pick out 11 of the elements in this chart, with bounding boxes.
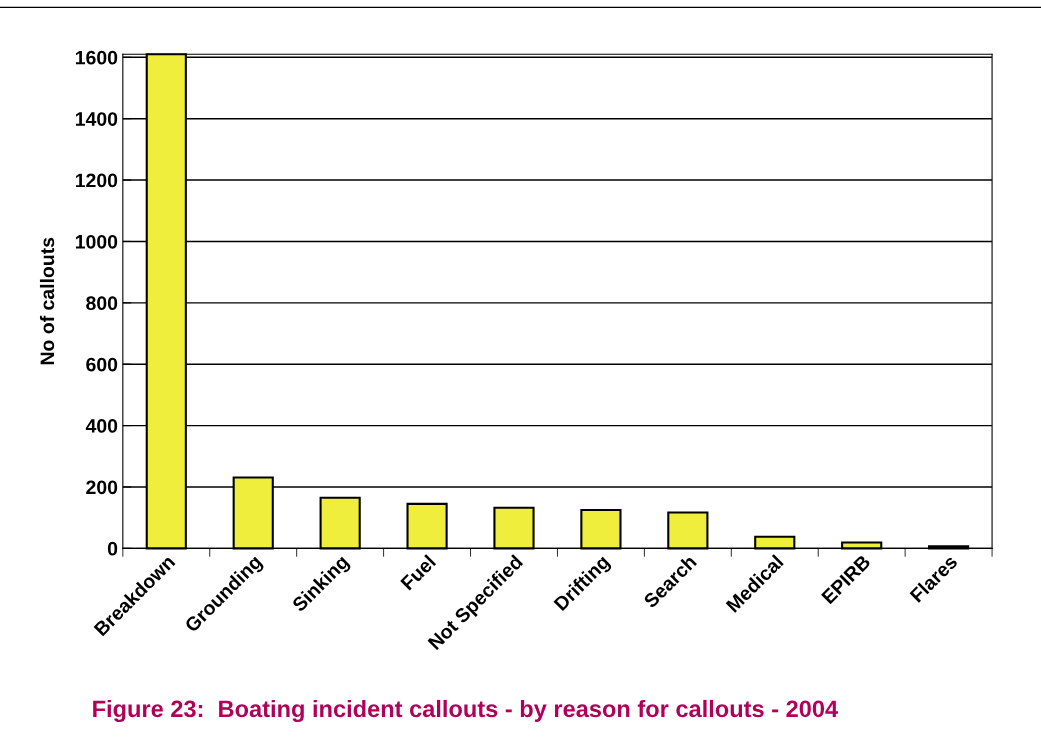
y-tick-label: 400 xyxy=(85,419,118,433)
y-axis-title: No of callouts xyxy=(39,237,55,365)
caption: Figure 23: Boating incident callouts - by reason for callouts - 2004 xyxy=(93,699,839,722)
y-tick-label: 1400 xyxy=(75,112,118,126)
y-tick-label: 1000 xyxy=(75,234,118,249)
y-tick-label: 0 xyxy=(107,541,118,556)
y-tick-label: 1200 xyxy=(75,173,118,188)
y-tick-label: 1600 xyxy=(75,50,118,65)
y-tick-label: 200 xyxy=(86,480,118,495)
y-tick-label: 600 xyxy=(86,357,118,372)
y-tick-label: 800 xyxy=(86,296,118,311)
